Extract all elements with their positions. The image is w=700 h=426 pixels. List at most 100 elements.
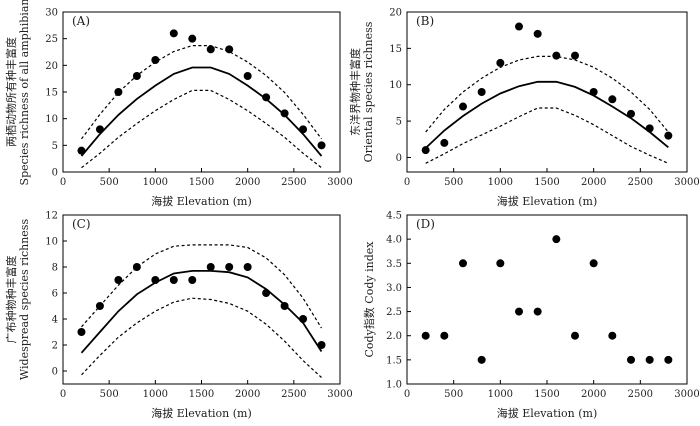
data-point [151,56,160,64]
x-tick-label: 2500 [628,389,653,400]
data-point [188,34,197,43]
y-axis-label: 东洋界物种丰富度 [348,48,362,136]
data-point [440,138,449,147]
lower-confidence-line [425,107,669,164]
data-point [280,109,289,118]
data-point [95,125,104,134]
y-tick-label: 4 [52,315,58,326]
data-point [515,22,523,31]
x-tick-label: 1000 [143,177,168,188]
data-point [645,355,654,364]
data-point [459,102,467,111]
x-tick-label: 1500 [534,389,559,400]
x-tick-label: 2000 [581,177,606,188]
x-tick-label: 500 [444,389,463,400]
panel-label: (B) [416,14,434,28]
data-point [608,95,617,104]
y-tick-label: 2 [52,341,58,352]
data-point [206,263,215,271]
data-point [571,51,579,60]
upper-confidence-line [425,55,669,133]
x-tick-label: 2500 [281,177,306,188]
data-point [169,29,178,38]
data-point [317,141,326,150]
y-tick-label: 5 [52,141,58,152]
data-point [132,72,141,80]
y-tick-label: 1.5 [386,355,402,366]
y-tick-label: 20 [389,8,402,19]
data-point [664,355,673,364]
data-point [421,146,430,155]
data-point [440,331,449,340]
y-tick-label: 10 [45,114,58,125]
panel-label: (D) [416,217,435,231]
x-tick-label: 0 [404,177,410,188]
data-point [477,355,486,364]
lower-confidence-line [81,297,322,378]
y-axis-label: Widespread species richness [18,219,31,381]
fitted-curve [80,270,323,354]
data-point [151,276,160,284]
y-tick-label: 0 [52,367,58,378]
x-tick-label: 3000 [674,389,699,400]
x-tick-label: 1500 [189,389,214,400]
y-tick-label: 8 [52,263,58,274]
data-point [645,124,654,133]
y-tick-label: 25 [45,34,58,45]
x-tick-label: 0 [404,389,410,400]
data-point [515,307,523,316]
data-point [459,259,467,268]
y-axis-label: Cody指数 Cody index [362,241,376,358]
x-tick-label: 3000 [327,177,352,188]
y-tick-label: 10 [45,237,58,248]
panel-a: 0 500 1000 1500 2000 2500 3000 0 5 10 15 20 25 30 海拔 E… [4,0,353,208]
y-axis-label: Species richness of all amphibian [18,0,31,185]
upper-confidence-line [81,244,323,329]
x-axis-label: 海拔 Elevation (m) [497,406,597,420]
x-tick-label: 1000 [143,389,168,400]
data-point [552,235,561,244]
data-point [608,331,617,340]
y-tick-label: 0 [396,153,402,164]
x-tick-label: 1500 [534,177,559,188]
data-point [533,29,542,38]
x-axis-label: 海拔 Elevation (m) [497,194,597,208]
y-tick-label: 6 [52,289,58,300]
y-axis-label: 广布种物种丰富度 [4,256,18,344]
y-tick-label: 30 [45,8,58,19]
x-tick-label: 0 [60,389,66,400]
y-tick-label: 5 [396,117,402,128]
data-point [496,259,505,268]
data-point [95,302,104,310]
x-tick-label: 2000 [235,177,260,188]
y-tick-label: 0 [52,168,58,179]
y-tick-label: 15 [45,88,58,99]
x-axis-label: 海拔 Elevation (m) [151,194,251,208]
data-point [299,315,308,323]
data-point [664,131,673,140]
data-point [243,72,252,80]
x-tick-label: 1000 [488,389,513,400]
x-tick-label: 1000 [488,177,513,188]
panel-label: (A) [72,14,90,28]
data-point [77,146,86,155]
data-point [280,302,289,310]
y-tick-label: 3.5 [386,259,402,270]
data-point [589,88,598,96]
y-tick-label: 20 [45,61,58,72]
plot-frame [62,214,341,385]
x-tick-label: 2500 [628,177,653,188]
data-point [627,355,635,364]
data-point [627,109,635,118]
data-point [533,307,542,316]
data-point [169,276,178,284]
plot-frame [406,11,688,173]
y-tick-label: 1.0 [386,380,402,391]
data-point [243,263,252,271]
data-point [421,331,430,340]
y-tick-label: 12 [45,211,58,222]
x-tick-label: 2000 [581,389,606,400]
x-tick-label: 500 [100,389,119,400]
data-point [262,93,271,102]
